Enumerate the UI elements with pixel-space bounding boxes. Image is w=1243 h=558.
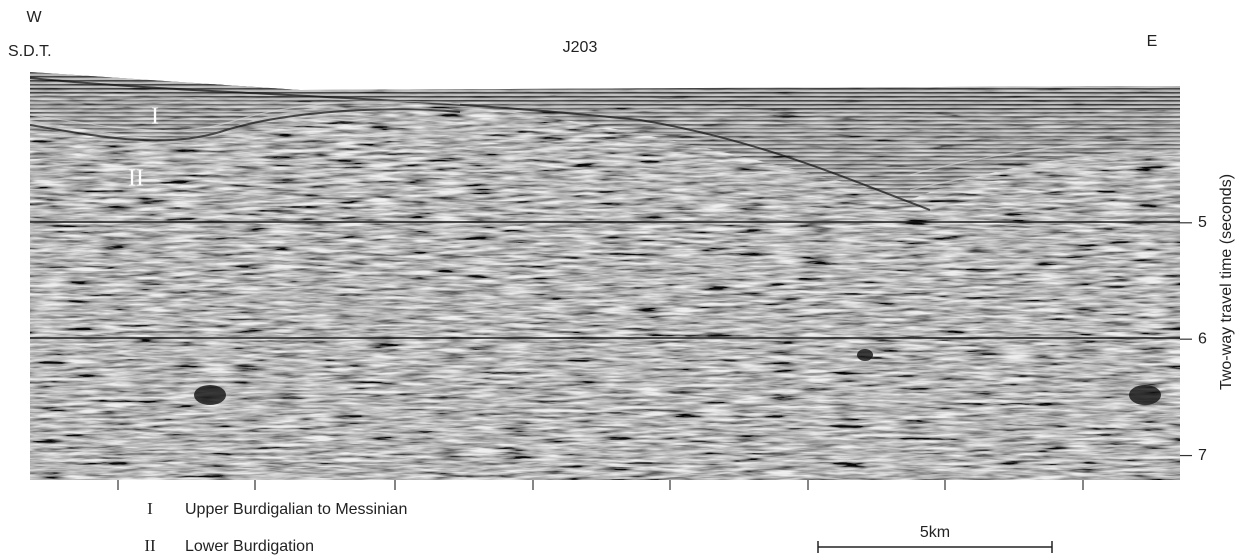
station-label: S.D.T. — [8, 43, 52, 60]
legend-symbol: I — [147, 499, 153, 518]
y-tick-label: 5 — [1198, 214, 1207, 231]
scale-label: 5km — [920, 524, 950, 541]
scale-bar — [817, 541, 1053, 553]
axis-label: Two-way travel time (seconds) — [1218, 174, 1235, 390]
seismic-section — [30, 72, 1180, 480]
west-label: W — [26, 9, 42, 26]
line-label: J203 — [563, 39, 598, 56]
marker: I — [151, 104, 159, 130]
bottom-ticks — [117, 480, 1084, 490]
east-label: E — [1147, 33, 1158, 50]
legend-symbol: II — [144, 536, 156, 555]
y-tick-label: 6 — [1198, 330, 1207, 347]
legend-text: Lower Burdigation — [185, 538, 314, 555]
legend-text: Upper Burdigalian to Messinian — [185, 501, 407, 518]
marker: II — [128, 166, 144, 192]
y-tick-label: 7 — [1198, 447, 1207, 464]
